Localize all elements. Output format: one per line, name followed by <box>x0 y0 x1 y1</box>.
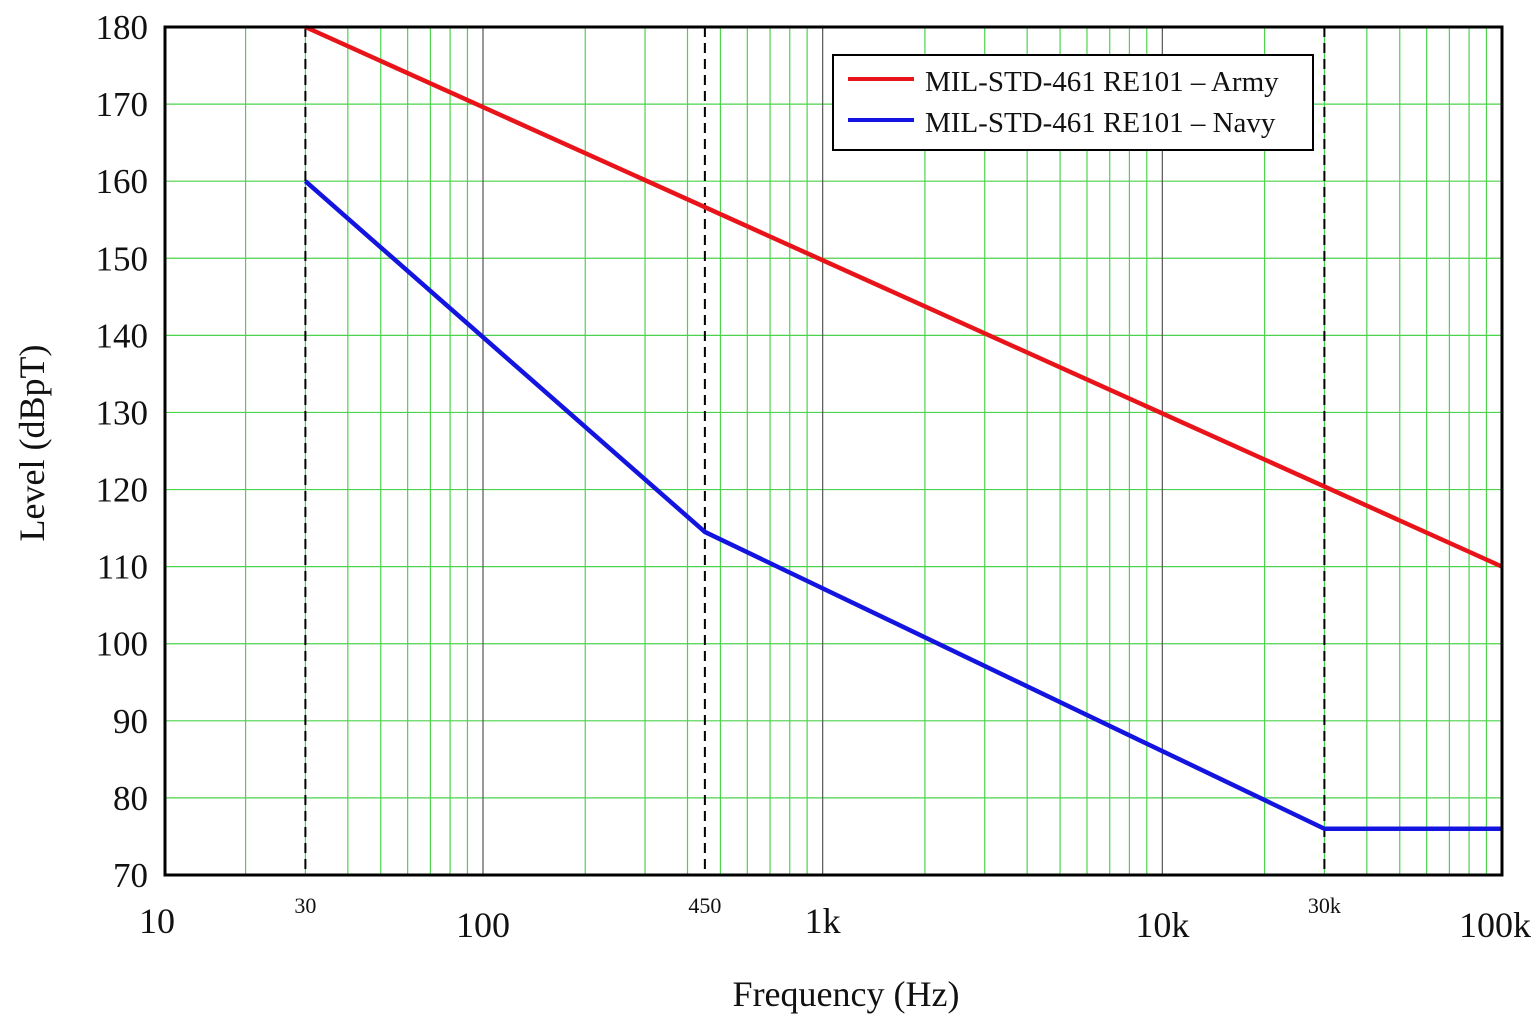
dashed-markers <box>304 27 1326 875</box>
x-tick-label: 450 <box>688 893 721 918</box>
x-tick-label: 1k <box>805 901 841 941</box>
y-tick-label: 170 <box>96 85 149 124</box>
y-tick-label: 150 <box>96 239 149 278</box>
legend-label-navy: MIL-STD-461 RE101 – Navy <box>925 107 1276 139</box>
y-tick-label: 110 <box>97 548 148 587</box>
series-lines <box>303 24 1503 831</box>
x-tick-label: 100 <box>456 905 510 945</box>
plot-frame <box>163 25 1504 877</box>
x-tick-label: 30k <box>1308 893 1341 918</box>
series-line-army <box>304 24 1503 569</box>
y-tick-labels: 70 80 90 100 110 120 130 140 150 160 170 180 <box>96 8 149 895</box>
y-tick-label: 140 <box>96 316 149 355</box>
x-tick-label: 10 <box>139 901 175 941</box>
x-tick-labels: 10 30 100 450 1k 10k 30k 100k <box>139 893 1531 945</box>
series-line-navy <box>303 179 1502 831</box>
y-axis-label: Level (dBpT) <box>12 345 52 542</box>
y-tick-label: 90 <box>113 702 148 741</box>
y-tick-label: 80 <box>113 779 148 818</box>
legend-label-army: MIL-STD-461 RE101 – Army <box>925 66 1279 98</box>
x-tick-label: 30 <box>294 893 316 918</box>
y-tick-label: 160 <box>96 162 149 201</box>
y-tick-label: 180 <box>96 8 149 47</box>
y-tick-label: 120 <box>96 471 149 510</box>
x-tick-label: 10k <box>1135 905 1189 945</box>
legend: MIL-STD-461 RE101 – Army MIL-STD-461 RE1… <box>832 54 1314 151</box>
y-tick-label: 100 <box>96 625 149 664</box>
x-axis-label: Frequency (Hz) <box>733 974 960 1014</box>
y-tick-label: 70 <box>113 856 148 895</box>
x-tick-label: 100k <box>1459 905 1531 945</box>
legend-box <box>832 54 1314 151</box>
y-tick-label: 130 <box>96 393 149 432</box>
grid <box>165 26 1502 876</box>
